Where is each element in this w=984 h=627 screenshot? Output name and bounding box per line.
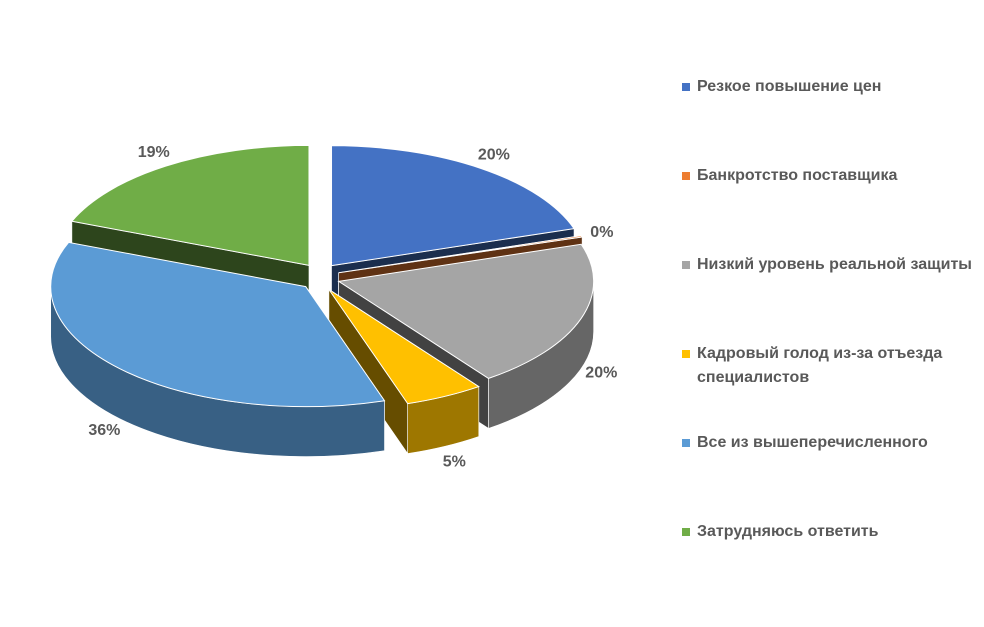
pie-slice-top (328, 289, 480, 405)
legend-label: Затрудняюсь ответить (697, 523, 879, 540)
pie-slice-top (70, 144, 310, 267)
legend-swatch (682, 528, 690, 536)
legend-swatch (682, 439, 690, 447)
pie-slice-top (331, 145, 575, 267)
data-label: 20% (478, 147, 510, 164)
legend-item: Кадровый голод из-за отъезда специалисто… (682, 342, 977, 390)
legend-swatch (682, 83, 690, 91)
legend-swatch (682, 350, 690, 358)
pie-slice-top (338, 235, 583, 274)
data-label: 36% (88, 422, 120, 439)
legend-item: Резкое повышение цен (682, 75, 977, 99)
data-label: 5% (443, 453, 466, 470)
data-label: 0% (590, 224, 613, 241)
legend-label: Кадровый голод из-за отъезда специалисто… (697, 345, 943, 386)
legend-item: Все из вышеперечисленного (682, 431, 977, 455)
data-label: 19% (138, 144, 170, 161)
legend-label: Резкое повышение цен (697, 78, 882, 95)
legend-label: Низкий уровень реальной защиты (697, 256, 972, 273)
legend-item: Банкротство поставщика (682, 164, 977, 188)
pie-slice-top (337, 243, 595, 379)
legend-label: Банкротство поставщика (697, 167, 898, 184)
pie-slice-top (50, 241, 386, 408)
legend-swatch (682, 261, 690, 269)
legend-label: Все из вышеперечисленного (697, 434, 928, 451)
legend-item: Затрудняюсь ответить (682, 520, 977, 544)
data-label: 20% (585, 365, 617, 382)
legend-swatch (682, 172, 690, 180)
legend-item: Низкий уровень реальной защиты (682, 253, 977, 277)
